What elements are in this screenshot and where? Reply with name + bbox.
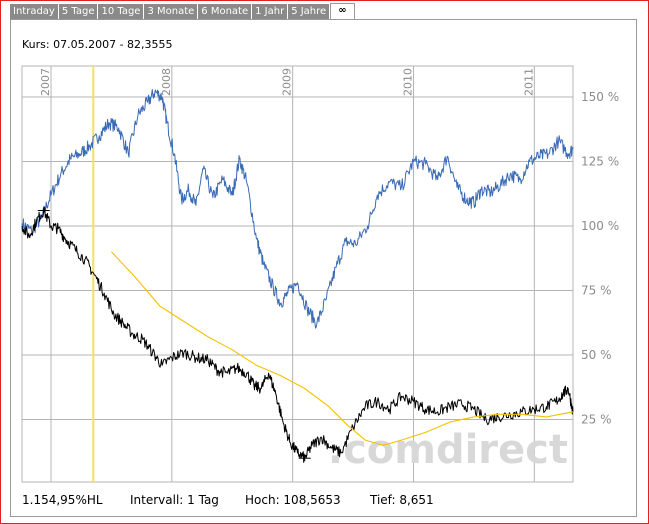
tab-6-monate[interactable]: 6 Monate xyxy=(198,4,253,19)
axis-labels: 150 % 125 % 100 % 75 % 50 % 25 % 2007 2008 2009 2… xyxy=(39,68,619,427)
y-tick-label: 25 % xyxy=(581,413,612,427)
interval-label[interactable]: Intervall: 1 Tag xyxy=(130,493,219,507)
panel-border-right xyxy=(636,19,637,516)
low-value: Tief: 8,651 xyxy=(370,493,434,507)
timeframe-tabs: Intraday 5 Tage 10 Tage 3 Monate 6 Monat… xyxy=(10,3,355,20)
tab-5-tage[interactable]: 5 Tage xyxy=(58,4,99,19)
y-tick-label: 50 % xyxy=(581,348,612,362)
chart-series xyxy=(21,89,574,463)
high-value: Hoch: 108,5653 xyxy=(245,493,341,507)
x-tick-label: 2010 xyxy=(402,68,415,96)
percent-change: 1.154,95%HL xyxy=(22,493,103,507)
panel-border-left xyxy=(10,19,11,516)
y-tick-label: 75 % xyxy=(581,284,612,298)
y-tick-label: 125 % xyxy=(581,155,619,169)
tab-3-monate[interactable]: 3 Monate xyxy=(144,4,199,19)
x-tick-label: 2011 xyxy=(522,68,535,96)
tab-10-tage[interactable]: 10 Tage xyxy=(98,4,145,19)
blue-series-line xyxy=(21,89,574,329)
x-tick-label: 2007 xyxy=(39,68,52,96)
chart-grid xyxy=(21,65,574,483)
price-readout: Kurs: 07.05.2007 - 82,3555 xyxy=(22,38,173,51)
y-tick-label: 100 % xyxy=(581,219,619,233)
high-low-markers xyxy=(37,207,311,462)
plot-border xyxy=(21,65,574,483)
average-line xyxy=(110,251,574,446)
tab-5-jahre[interactable]: 5 Jahre xyxy=(288,4,331,19)
x-tick-label: 2008 xyxy=(160,68,173,96)
tab-divider xyxy=(10,19,636,20)
x-tick-label: 2009 xyxy=(281,68,294,96)
tab-max[interactable]: ∞ xyxy=(330,3,355,20)
y-tick-label: 150 % xyxy=(581,90,619,104)
comdirect-watermark: .comdirect xyxy=(328,427,568,473)
panel-border-bottom xyxy=(10,516,637,517)
tab-intraday[interactable]: Intraday xyxy=(10,4,59,19)
black-series-line xyxy=(21,206,574,463)
tab-1-jahr[interactable]: 1 Jahr xyxy=(252,4,289,19)
